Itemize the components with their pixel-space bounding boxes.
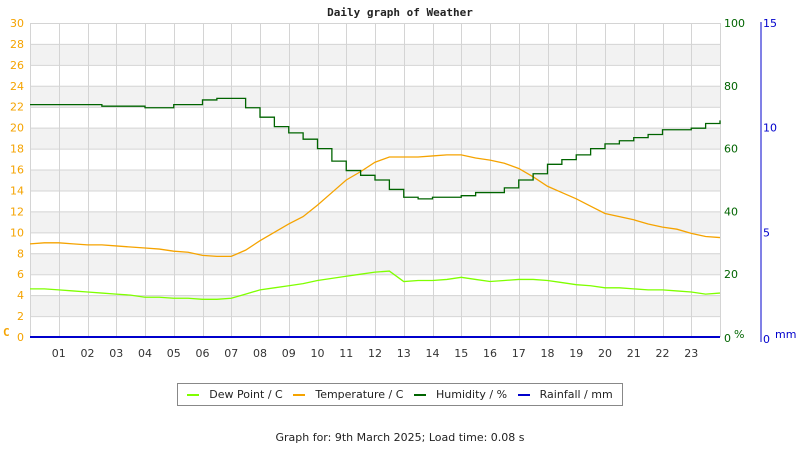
svg-text:17: 17 <box>512 347 526 360</box>
svg-text:01: 01 <box>52 347 66 360</box>
svg-text:mm: mm <box>775 328 796 341</box>
svg-text:08: 08 <box>253 347 267 360</box>
svg-text:30: 30 <box>10 17 24 30</box>
svg-text:22: 22 <box>656 347 670 360</box>
svg-text:0: 0 <box>724 332 731 345</box>
svg-text:28: 28 <box>10 38 24 51</box>
svg-text:6: 6 <box>17 268 24 281</box>
svg-text:4: 4 <box>17 289 24 302</box>
svg-text:14: 14 <box>426 347 440 360</box>
svg-text:18: 18 <box>10 143 24 156</box>
svg-text:02: 02 <box>81 347 95 360</box>
svg-text:05: 05 <box>167 347 181 360</box>
svg-text:24: 24 <box>10 80 24 93</box>
chart-title: Daily graph of Weather <box>327 6 473 19</box>
series-line <box>30 270 721 300</box>
series-line <box>29 154 721 258</box>
svg-text:13: 13 <box>397 347 411 360</box>
svg-text:10: 10 <box>10 226 24 239</box>
svg-text:23: 23 <box>684 347 698 360</box>
legend-item-dew-point: Dew Point / C <box>187 388 283 401</box>
svg-text:2: 2 <box>17 310 24 323</box>
legend-label: Temperature / C <box>315 388 404 401</box>
svg-text:16: 16 <box>10 164 24 177</box>
legend-item-temperature: Temperature / C <box>293 388 403 401</box>
rainfall-swatch-icon <box>517 393 530 396</box>
legend-label: Humidity / % <box>436 388 508 401</box>
svg-text:40: 40 <box>724 205 738 218</box>
svg-text:%: % <box>734 328 744 341</box>
svg-text:60: 60 <box>724 143 738 156</box>
chart-series-lines <box>29 97 721 338</box>
svg-text:10: 10 <box>311 347 325 360</box>
svg-text:09: 09 <box>282 347 296 360</box>
legend-label: Rainfall / mm <box>539 388 613 401</box>
chart-legend: Dew Point / C Temperature / C Humidity /… <box>177 383 623 406</box>
dew-point-swatch-icon <box>187 393 200 396</box>
svg-text:0: 0 <box>763 333 770 346</box>
svg-text:12: 12 <box>368 347 382 360</box>
svg-text:19: 19 <box>569 347 583 360</box>
svg-text:07: 07 <box>224 347 238 360</box>
legend-item-rainfall: Rainfall / mm <box>517 388 613 401</box>
temperature-swatch-icon <box>293 393 306 396</box>
svg-text:04: 04 <box>138 347 152 360</box>
svg-text:26: 26 <box>10 59 24 72</box>
svg-text:C: C <box>3 326 10 339</box>
svg-text:20: 20 <box>598 347 612 360</box>
svg-text:0: 0 <box>17 331 24 344</box>
legend-label: Dew Point / C <box>209 388 283 401</box>
svg-text:21: 21 <box>627 347 641 360</box>
svg-text:15: 15 <box>763 17 777 30</box>
svg-text:10: 10 <box>763 122 777 135</box>
svg-text:22: 22 <box>10 101 24 114</box>
svg-text:100: 100 <box>724 17 745 30</box>
svg-text:20: 20 <box>724 268 738 281</box>
humidity-swatch-icon <box>414 393 427 396</box>
svg-text:06: 06 <box>196 347 210 360</box>
graph-footer: Graph for: 9th March 2025; Load time: 0.… <box>275 431 525 444</box>
svg-text:8: 8 <box>17 247 24 260</box>
svg-text:20: 20 <box>10 122 24 135</box>
svg-text:03: 03 <box>109 347 123 360</box>
svg-text:12: 12 <box>10 205 24 218</box>
legend-item-humidity: Humidity / % <box>414 388 507 401</box>
svg-text:5: 5 <box>763 226 770 239</box>
svg-text:18: 18 <box>541 347 555 360</box>
series-line <box>30 97 721 200</box>
svg-text:15: 15 <box>454 347 468 360</box>
svg-text:14: 14 <box>10 184 24 197</box>
svg-text:11: 11 <box>339 347 353 360</box>
svg-text:16: 16 <box>483 347 497 360</box>
svg-text:80: 80 <box>724 80 738 93</box>
